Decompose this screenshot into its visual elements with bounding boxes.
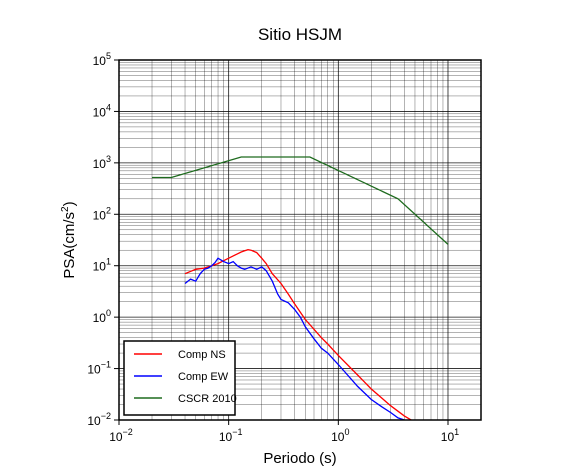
grid — [118, 59, 482, 421]
x-tick-labels: 10−2 10−1 100 101 — [109, 420, 459, 444]
series-layer — [152, 156, 449, 420]
x-tick-label: 100 — [331, 427, 349, 444]
x-axis-label: Periodo (s) — [263, 450, 336, 467]
plot-frame — [118, 59, 482, 421]
y-tick-labels: 10−2 10−1 100 101 102 103 104 105 — [87, 51, 119, 428]
series-line-comp-ew — [184, 257, 407, 420]
y-tick-label: 10−1 — [87, 360, 111, 377]
series-line-cscr-2010 — [152, 156, 449, 245]
legend: Comp NS Comp EW CSCR 2010 — [123, 340, 237, 416]
x-tick-label: 10−2 — [109, 427, 133, 444]
y-axis-label-main: PSA(cm/s — [61, 212, 78, 279]
legend-label-comp-ew: Comp EW — [178, 371, 229, 383]
legend-label-comp-ns: Comp NS — [178, 349, 226, 361]
y-tick-label: 103 — [93, 154, 111, 171]
y-axis-label: PSA(cm/s2) — [60, 201, 78, 278]
chart-title: Sitio HSJM — [258, 25, 342, 44]
y-tick-label: 105 — [93, 51, 111, 68]
y-axis-label-sup: 2 — [60, 206, 71, 212]
y-tick-label: 104 — [93, 102, 111, 119]
y-tick-label: 102 — [93, 205, 111, 222]
y-tick-label: 100 — [93, 308, 111, 325]
x-tick-label: 101 — [441, 427, 459, 444]
y-tick-label: 101 — [93, 257, 111, 274]
y-axis-label-close: ) — [61, 201, 78, 206]
legend-label-cscr-2010: CSCR 2010 — [178, 393, 237, 405]
x-tick-label: 10−1 — [219, 427, 243, 444]
y-tick-label: 10−2 — [87, 411, 111, 428]
